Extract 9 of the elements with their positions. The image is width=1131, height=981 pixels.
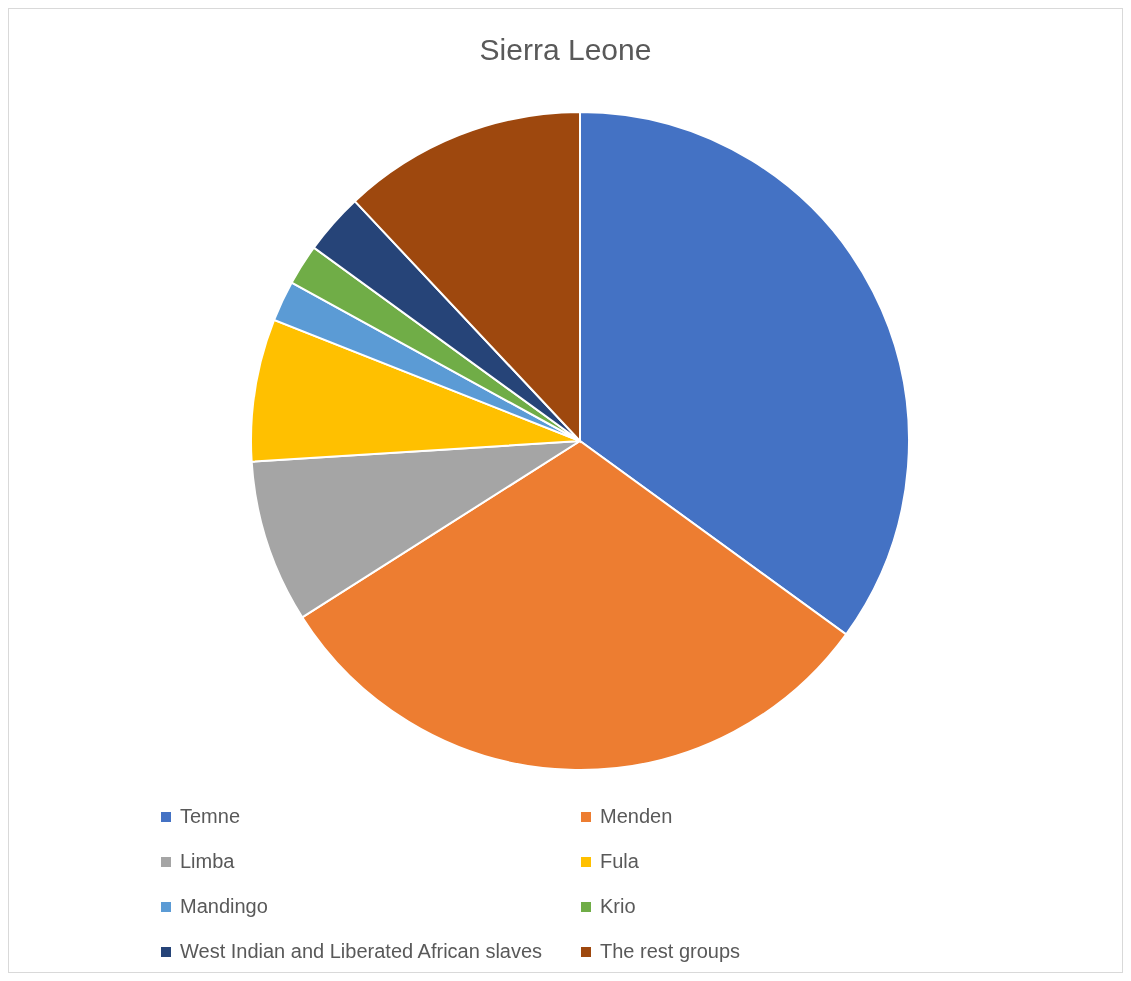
legend-label: The rest groups	[600, 940, 741, 963]
legend-label: Limba	[180, 850, 235, 873]
legend-label: Fula	[600, 850, 639, 873]
legend-label: West Indian and Liberated African slaves	[180, 940, 543, 963]
legend-label: Krio	[600, 895, 636, 918]
chart-title: Sierra Leone	[478, 33, 653, 67]
legend-label: Temne	[180, 805, 241, 828]
legend-label: Mandingo	[180, 895, 268, 918]
legend-label: Menden	[600, 805, 673, 828]
